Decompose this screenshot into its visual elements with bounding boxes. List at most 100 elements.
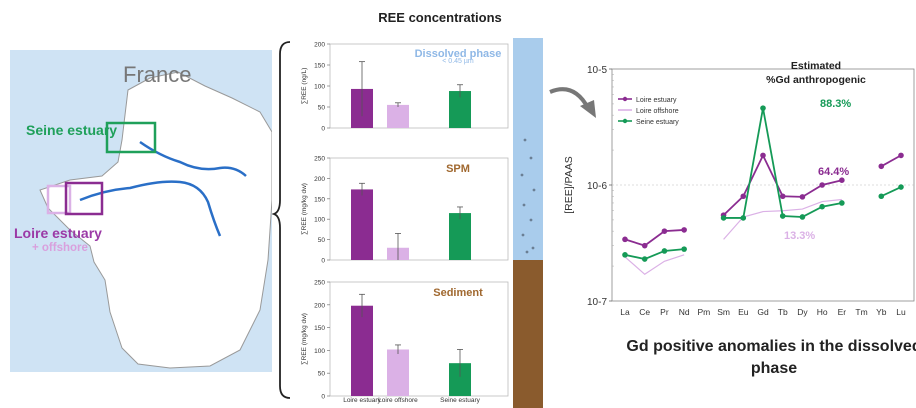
series-point <box>898 152 904 159</box>
loire-estuary-box <box>64 181 104 216</box>
annotation-title: %Gd anthropogenic <box>766 74 866 86</box>
y-tick-label: 50 <box>318 371 326 378</box>
x-tick-label: Ho <box>817 307 828 317</box>
particle-dot <box>532 188 536 192</box>
x-tick-label: Pr <box>660 307 669 317</box>
ree-title: REE concentrations <box>378 10 502 25</box>
series-point <box>760 152 766 159</box>
y-tick-label: 100 <box>314 84 325 91</box>
legend-label: Seine estuary <box>636 119 679 126</box>
y-tick-label: 10-5 <box>587 65 607 76</box>
bar <box>449 213 471 260</box>
y-tick-label: 200 <box>314 176 325 183</box>
legend-marker <box>622 118 628 124</box>
annotation-value: 13.3% <box>784 230 815 242</box>
seine-river <box>139 140 247 177</box>
series-point <box>681 227 687 233</box>
series-point <box>641 256 648 262</box>
y-axis-label: ∑REE (mg/kg dw) <box>301 183 308 235</box>
series-point <box>898 184 904 190</box>
series-point <box>622 236 628 243</box>
series-point <box>819 182 825 188</box>
x-tick-label: Er <box>838 307 847 317</box>
series-point <box>740 215 747 221</box>
series-point <box>779 213 786 219</box>
y-tick-label: 100 <box>314 348 325 355</box>
series-2 <box>622 105 904 262</box>
x-tick-label: Tm <box>855 307 867 317</box>
bar <box>351 305 373 396</box>
bar-charts: 0 50 100 150 200 ∑REE (ng/L) Dissolved phase< … <box>301 38 543 408</box>
particle-dot <box>525 250 529 254</box>
y-tick-label: 100 <box>314 217 325 224</box>
y-tick-label: 250 <box>314 156 325 163</box>
y-tick-label: 150 <box>314 196 325 203</box>
x-tick-label: Pm <box>697 307 710 317</box>
loire-estuary-label: Loire estuary <box>14 225 102 241</box>
x-tick-label: Dy <box>797 307 808 317</box>
particle-dot <box>522 203 526 207</box>
series-point <box>760 105 766 111</box>
legend-marker <box>622 96 628 102</box>
series-point <box>799 194 806 200</box>
series-point <box>799 214 806 220</box>
y-tick-label: 150 <box>314 325 325 332</box>
offshore-label: + offshore <box>32 242 88 254</box>
panel-title: Dissolved phase <box>415 48 502 60</box>
series-point <box>661 248 668 254</box>
bar-panel-1: 0 50 100 150 200 250 ∑REE (mg/kg dw) SPM <box>301 156 509 265</box>
series-line <box>624 248 685 260</box>
y-tick-label: 0 <box>321 394 325 401</box>
curved-arrow-icon <box>549 87 596 118</box>
bar-panel-0: 0 50 100 150 200 ∑REE (ng/L) Dissolved phase< … <box>301 42 509 133</box>
series-line <box>624 254 685 276</box>
bar-panel-2: 0 50 100 150 200 250 ∑REE (mg/kg dw) Sediment <box>301 280 509 401</box>
series-point <box>720 215 727 221</box>
y-axis-label: [REE]/PAAS <box>563 156 575 214</box>
chart-caption: Gd positive anomalies in the dissolved p… <box>626 338 916 377</box>
series-point <box>779 193 786 200</box>
x-tick-label: Yb <box>876 307 887 317</box>
x-category-label: Seine estuary <box>440 397 480 404</box>
y-axis-label: ∑REE (mg/kg dw) <box>301 313 308 365</box>
x-tick-label: Sm <box>717 307 730 317</box>
particle-dot <box>523 138 527 142</box>
map-country-label: France <box>123 62 192 87</box>
series-point <box>622 252 628 258</box>
series-point <box>839 177 845 183</box>
x-tick-label: Eu <box>738 307 749 317</box>
y-tick-label: 200 <box>314 42 325 49</box>
series-line <box>880 154 902 168</box>
series-point <box>878 193 885 200</box>
y-tick-label: 10-6 <box>587 181 607 192</box>
x-tick-label: Gd <box>757 307 769 317</box>
map-drawing <box>39 71 272 369</box>
y-tick-label: 10-7 <box>587 297 607 308</box>
y-tick-label: 0 <box>321 126 325 133</box>
legend: Loire estuary Loire offshore Seine estuary <box>618 96 679 126</box>
x-tick-label: Lu <box>896 307 906 317</box>
x-category-label: Loire estuary <box>343 397 381 404</box>
annotation-value: 88.3% <box>820 98 851 110</box>
particle-dot <box>529 218 533 222</box>
series-point <box>839 200 845 206</box>
legend-label: Loire offshore <box>636 108 679 115</box>
series-point <box>641 242 648 249</box>
france-map: France Seine estuary Loire estuary + off… <box>10 50 272 372</box>
panel-subtitle: < 0.45 µm <box>442 58 474 65</box>
series-point <box>740 193 747 200</box>
panel-title: Sediment <box>433 287 483 299</box>
series-point <box>819 203 825 210</box>
series-point <box>878 163 885 170</box>
water-column-strip <box>513 38 543 260</box>
loire-river <box>79 180 222 237</box>
series-point <box>661 228 668 234</box>
brace-icon <box>272 41 291 399</box>
seine-estuary-label: Seine estuary <box>26 122 118 138</box>
y-tick-label: 250 <box>314 280 325 287</box>
series-point <box>681 246 687 252</box>
series-line <box>624 229 685 247</box>
particle-dot <box>531 246 535 250</box>
ree-pattern-chart: 10-7 10-6 10-5 La Ce Pr Nd Pm Sm Eu Gd Tb Dy Ho Er Tm Yb… <box>563 60 915 317</box>
y-tick-label: 200 <box>314 302 325 309</box>
